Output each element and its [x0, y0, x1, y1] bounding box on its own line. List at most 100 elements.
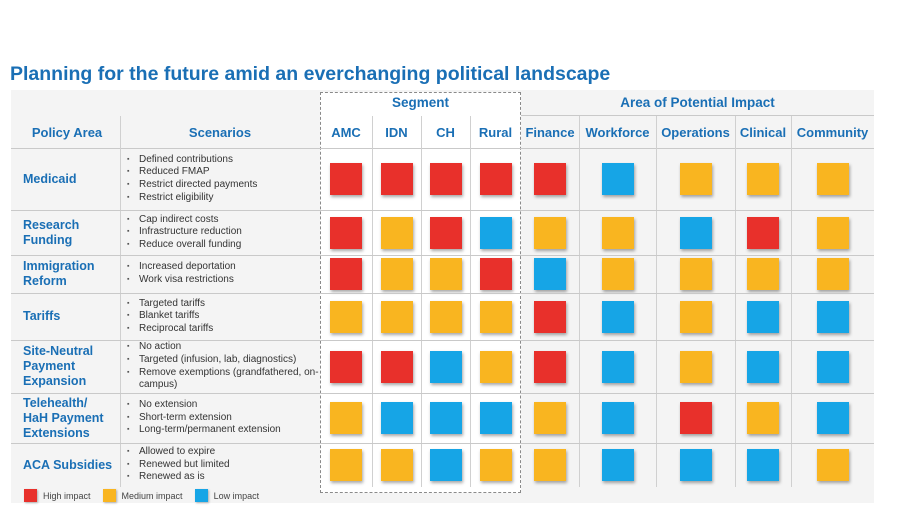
- impact-square-high: [429, 216, 462, 249]
- row-divider: [11, 210, 874, 211]
- row-divider: [11, 293, 874, 294]
- scenario-item: Reduced FMAP: [126, 166, 321, 179]
- legend-item-medium: Medium impact: [102, 489, 183, 502]
- impact-square-low: [534, 258, 566, 290]
- impact-square-medium: [330, 402, 362, 434]
- impact-square-medium: [816, 258, 849, 290]
- scenario-list: Cap indirect costsInfrastructure reducti…: [126, 210, 321, 255]
- column-divider: [120, 116, 121, 487]
- legend-label-low: Low impact: [213, 490, 260, 501]
- impact-square-medium: [380, 300, 413, 333]
- impact-square-low: [380, 402, 413, 434]
- impact-square-medium: [429, 300, 462, 333]
- impact-square-high: [479, 258, 512, 290]
- scenario-item: Reduce overall funding: [126, 239, 321, 252]
- impact-square-low: [816, 402, 849, 434]
- impact-square-high: [429, 163, 462, 195]
- impact-square-medium: [479, 449, 512, 481]
- scenario-list: Defined contributionsReduced FMAPRestric…: [126, 148, 321, 210]
- impact-square-medium: [534, 402, 566, 434]
- impact-square-medium: [601, 258, 634, 290]
- scenario-list: Targeted tariffsBlanket tariffsReciproca…: [126, 293, 321, 340]
- legend-label-medium: Medium impact: [121, 490, 183, 501]
- row-divider: [11, 255, 874, 256]
- legend-label-high: High impact: [43, 490, 91, 501]
- scenario-list: Increased deportationWork visa restricti…: [126, 255, 321, 293]
- header-divider: [11, 148, 874, 149]
- impact-square-medium: [330, 300, 362, 333]
- column-header-policy-area: Policy Area: [31, 124, 103, 140]
- impact-square-low: [429, 449, 462, 481]
- impact-square-low: [601, 402, 634, 434]
- impact-square-medium: [747, 402, 779, 434]
- impact-square-medium: [479, 350, 512, 383]
- policy-area-label: Tariffs: [23, 309, 61, 323]
- impact-square-low: [479, 402, 512, 434]
- impact-square-medium: [479, 300, 512, 333]
- impact-square-high: [330, 350, 362, 383]
- impact-square-low: [429, 402, 462, 434]
- policy-area-label: ACA Subsidies: [23, 457, 113, 472]
- impact-square-medium: [747, 258, 779, 290]
- policy-area-label: Immigration Reform: [23, 259, 95, 288]
- scenario-item: Targeted (infusion, lab, diagnostics): [126, 354, 321, 367]
- policy-area-label: Research Funding: [23, 217, 80, 247]
- row-divider: [11, 340, 874, 341]
- scenario-item: Infrastructure reduction: [126, 226, 321, 239]
- scenario-list: Allowed to expireRenewed but limitedRene…: [126, 443, 321, 487]
- impact-square-high: [330, 258, 362, 290]
- column-divider: [372, 116, 373, 487]
- column-header-community: Community: [796, 124, 869, 140]
- column-divider: [579, 116, 580, 487]
- column-header-rural: Rural: [478, 124, 513, 140]
- impact-square-high: [679, 402, 712, 434]
- column-divider: [656, 116, 657, 487]
- legend-item-high: High impact: [24, 489, 91, 502]
- impact-square-low: [816, 350, 849, 383]
- impact-square-medium: [330, 449, 362, 481]
- impact-square-low: [679, 449, 712, 481]
- scenario-item: Work visa restrictions: [126, 274, 321, 287]
- impact-square-medium: [534, 449, 566, 481]
- column-header-workforce: Workforce: [585, 124, 650, 140]
- impact-square-medium: [679, 300, 712, 333]
- policy-area-label: Medicaid: [23, 171, 77, 186]
- impact-square-medium: [380, 216, 413, 249]
- scenario-item: No action: [126, 341, 321, 354]
- column-header-clinical: Clinical: [739, 124, 787, 140]
- impact-square-low: [747, 300, 779, 333]
- impact-square-medium: [816, 449, 849, 481]
- scenario-item: Increased deportation: [126, 261, 321, 274]
- scenario-item: Reciprocal tariffs: [126, 323, 321, 336]
- impact-square-high: [330, 216, 362, 249]
- impact-square-high: [479, 163, 512, 195]
- impact-square-medium: [534, 216, 566, 249]
- column-divider: [470, 116, 471, 487]
- impact-square-low: [747, 350, 779, 383]
- impact-square-high: [380, 350, 413, 383]
- impact-square-low: [747, 449, 779, 481]
- column-header-amc: AMC: [331, 124, 361, 140]
- legend-swatch-high: [24, 489, 37, 502]
- scenario-item: Blanket tariffs: [126, 310, 321, 323]
- column-header-scenarios: Scenarios: [188, 124, 252, 140]
- scenario-item: Restrict eligibility: [126, 192, 321, 205]
- impact-square-low: [479, 216, 512, 249]
- impact-square-low: [601, 350, 634, 383]
- scenario-item: Defined contributions: [126, 154, 321, 167]
- impact-square-medium: [747, 163, 779, 195]
- impact-square-medium: [816, 216, 849, 249]
- scenario-item: No extension: [126, 399, 321, 412]
- group-header-segment: Segment: [391, 95, 449, 110]
- row-divider: [11, 393, 874, 394]
- impact-square-high: [330, 163, 362, 195]
- impact-square-medium: [679, 163, 712, 195]
- scenario-item: Targeted tariffs: [126, 298, 321, 311]
- scenario-item: Restrict directed payments: [126, 179, 321, 192]
- impact-square-medium: [380, 258, 413, 290]
- scenario-list: No actionTargeted (infusion, lab, diagno…: [126, 340, 321, 393]
- impact-square-low: [601, 163, 634, 195]
- impact-square-medium: [601, 216, 634, 249]
- scenario-item: Long-term/permanent extension: [126, 424, 321, 437]
- column-header-ch: CH: [436, 124, 455, 140]
